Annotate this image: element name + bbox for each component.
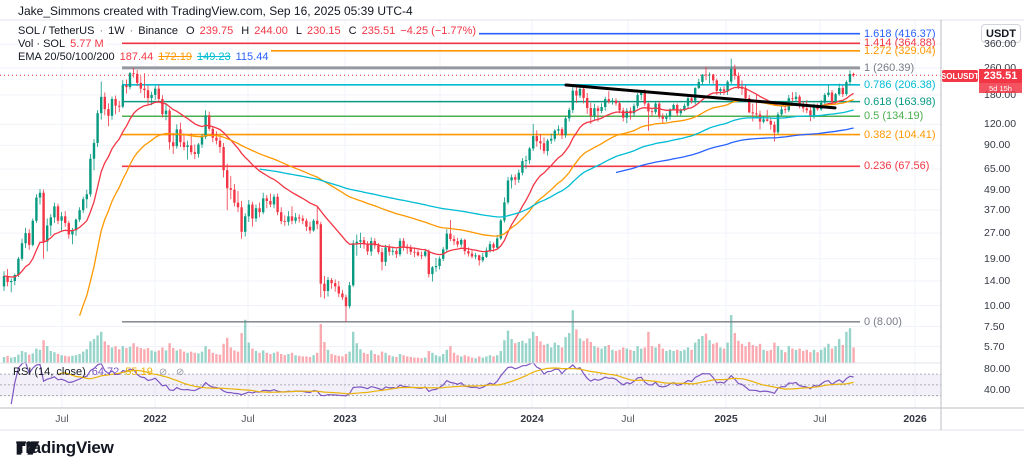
time-axis-label: Jul [55, 413, 69, 425]
time-axis-label: 2022 [143, 413, 167, 425]
price-axis-tick: 5.70 [984, 340, 1005, 353]
price-axis-tick: 120.00 [984, 118, 1017, 131]
low-value: 230.15 [307, 24, 341, 37]
fib-level-label: 0.5 (134.19) [864, 110, 924, 123]
tradingview-branding[interactable]: TradingView [16, 438, 114, 458]
ema50-value: 172.19 [158, 50, 192, 63]
legend-separator: · [99, 24, 104, 37]
last-price-label: 235.51 [979, 69, 1022, 83]
screenshot-title: Jake_Simmons created with TradingView.co… [18, 4, 413, 18]
ema-20-line [3, 86, 854, 278]
price-axis-tick: 14.00 [984, 275, 1011, 287]
high-label: H [241, 24, 250, 37]
time-axis-label: Jul [241, 413, 255, 425]
ema-100-line [259, 109, 854, 218]
low-label: L [295, 24, 302, 37]
legend-separator: · [129, 24, 134, 37]
time-axis-label: 2024 [520, 413, 544, 425]
rsi-line [10, 361, 854, 405]
rsi-ma-line [57, 367, 854, 395]
tradingview-logo-icon [16, 441, 40, 455]
price-axis-tick: 37.00 [984, 204, 1011, 217]
price-axis-tick: 27.00 [984, 227, 1011, 240]
price-axis-tick: 65.00 [984, 163, 1011, 176]
currency-toggle-button[interactable]: USDT [981, 24, 1021, 43]
interval-label[interactable]: 1W [108, 24, 125, 37]
ema-label[interactable]: EMA 20/50/100/200 [18, 50, 115, 63]
tradingview-logo-text: TradingView [16, 438, 114, 457]
ema20-value: 187.44 [119, 50, 154, 63]
time-axis-label: 2025 [714, 413, 738, 425]
time-axis-label: Jul [433, 413, 447, 425]
time-axis-label: Jul [621, 413, 635, 425]
rsi-axis-tick: 80.00 [984, 362, 1011, 375]
fib-level-label: 0.382 (104.41) [864, 128, 936, 141]
time-axis-label: 2026 [903, 413, 927, 425]
rsi-label[interactable]: RSI (14, close) [13, 366, 86, 378]
price-line-symbol-tag: SOLUSDT [940, 70, 980, 82]
close-value: 235.51 [361, 24, 396, 37]
descending-trendline[interactable] [564, 83, 837, 110]
ema-50-line [78, 98, 854, 316]
fib-level-label: 0.618 (163.98) [864, 95, 936, 108]
time-axis-label: 2023 [333, 413, 357, 425]
legend-volume-row[interactable]: Vol · SOL 5.77 M [18, 37, 107, 50]
volume-bars [2, 310, 855, 363]
pane-borders [0, 19, 1024, 431]
rsi-ma-value: 55.19 [125, 366, 153, 378]
fib-level-label: 1 (260.39) [864, 61, 915, 74]
fib-level-label: 1.272 (329.04) [864, 44, 936, 57]
rsi-axis-tick: 40.00 [984, 384, 1011, 397]
legend-ema-row[interactable]: EMA 20/50/100/200 187.44 172.19 149.23 1… [18, 50, 272, 63]
price-axis-tick: 7.50 [984, 320, 1005, 333]
fib-level-label: 0.236 (67.56) [864, 160, 930, 173]
fib-level-label: 1.618 (416.37) [864, 27, 936, 40]
high-value: 244.00 [254, 24, 288, 37]
open-value: 239.75 [199, 24, 234, 37]
time-axis-label: Jul [813, 413, 827, 425]
rsi-legend: RSI (14, close) 64.72 55.19 ⊘ ⊘ [13, 366, 187, 378]
price-axis-tick: 360.00 [984, 38, 1017, 51]
price-axis-tick: 10.00 [984, 299, 1011, 312]
price-axis-tick: 90.00 [984, 139, 1011, 152]
fib-level-label: 1.414 (364.88) [864, 37, 936, 50]
symbol-name[interactable]: SOL / TetherUS [18, 24, 95, 37]
fib-retracement [122, 32, 860, 323]
ema-200-line [615, 127, 854, 174]
price-axis-tick: 49.00 [984, 183, 1011, 196]
change-value: −4.25 (−1.77%) [400, 24, 477, 37]
ema200-value: 115.44 [235, 50, 269, 63]
exchange-label: Binance [138, 24, 179, 37]
close-label: C [348, 24, 357, 37]
volume-label[interactable]: Vol · SOL [18, 37, 66, 50]
fib-level-label: 0.786 (206.38) [864, 78, 936, 91]
bar-countdown-label: 5d 15h [979, 83, 1022, 93]
ema100-value: 149.23 [196, 50, 231, 63]
fib-level-label: 0 (8.00) [864, 315, 902, 328]
volume-value: 5.77 M [70, 37, 104, 50]
open-label: O [186, 24, 195, 37]
price-axis-tick: 19.00 [984, 252, 1011, 265]
rsi-value: 64.72 [91, 366, 120, 378]
rsi-hidden-plots-icon: ⊘ ⊘ [158, 366, 188, 378]
